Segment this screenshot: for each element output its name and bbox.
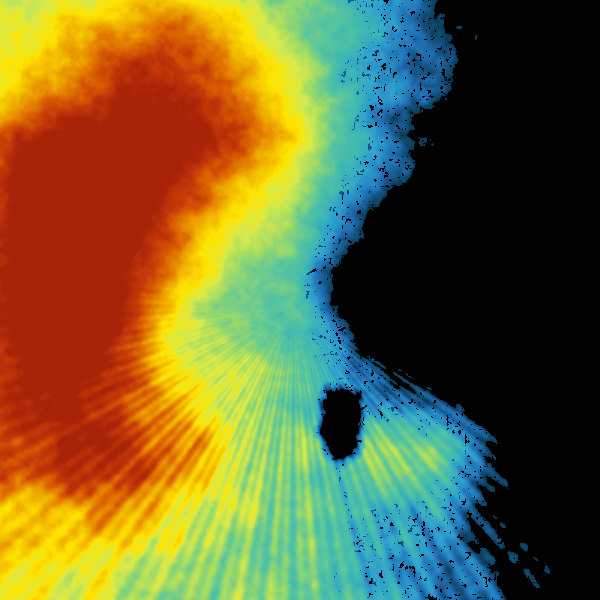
radar-reflectivity-canvas — [0, 0, 600, 600]
radar-image-container: Weather Radar Reflectivity Composite dBZ — [0, 0, 600, 600]
